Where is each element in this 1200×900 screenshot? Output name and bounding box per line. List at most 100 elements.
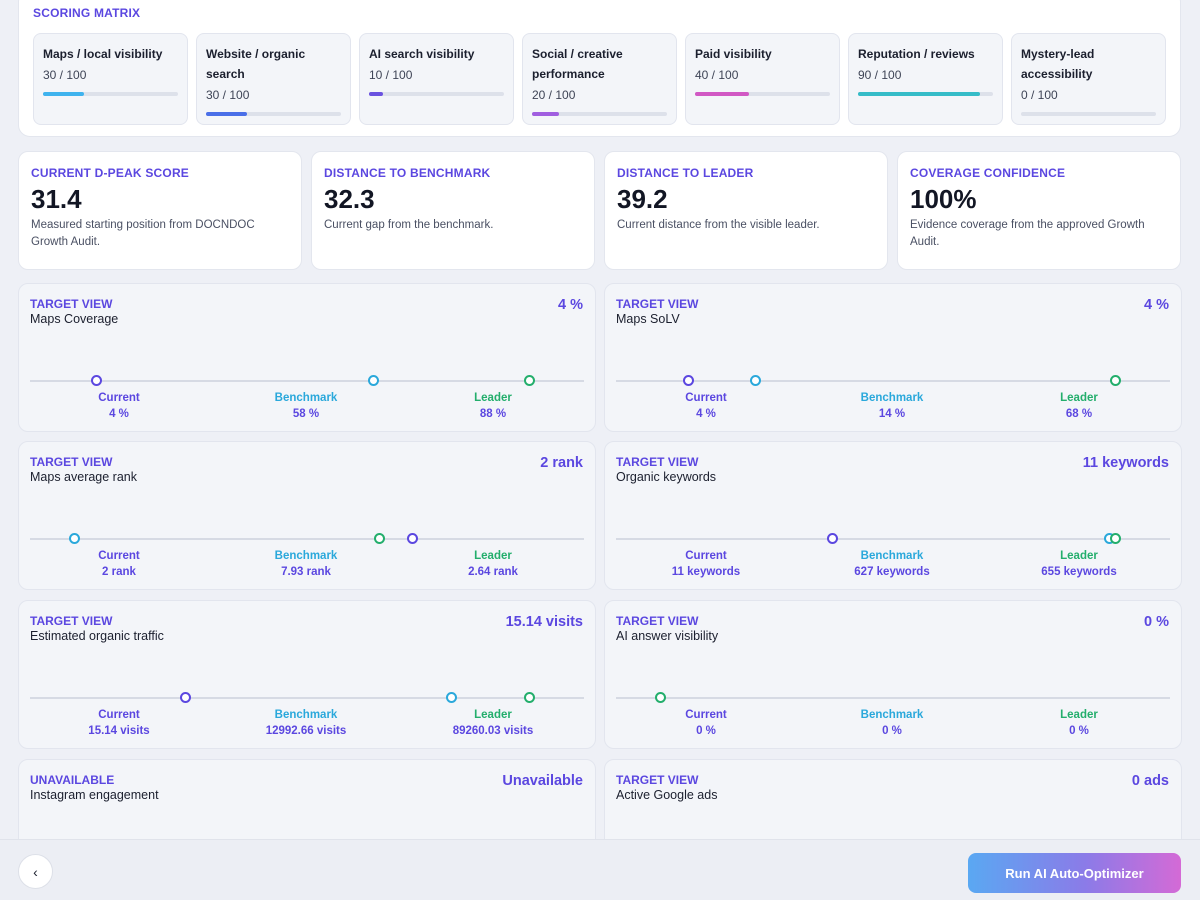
kpi-description: Current distance from the visible leader… — [617, 219, 820, 231]
target-view-ai-answer-visibility: TARGET VIEW AI answer visibility 0 % Cur… — [604, 600, 1182, 749]
target-track — [30, 375, 584, 386]
benchmark-marker — [446, 692, 458, 703]
target-view-name: Active Google ads — [616, 788, 718, 802]
leader-marker — [1109, 375, 1121, 386]
matrix-card-ai-search: AI search visibility 10 / 100 — [359, 33, 514, 125]
matrix-card-progress — [858, 92, 993, 96]
kpi-distance-leader: DISTANCE TO LEADER 39.2 Current distance… — [604, 151, 888, 270]
kpi-description: Evidence coverage from the approved Grow… — [910, 219, 1145, 248]
target-view-tag: TARGET VIEW — [616, 455, 699, 469]
current-label: Current 2 rank — [98, 550, 140, 578]
target-track — [30, 533, 584, 544]
leader-label: Leader 0 % — [1060, 709, 1098, 737]
matrix-card-label: Reputation / reviews — [858, 47, 975, 61]
current-marker — [655, 692, 667, 703]
matrix-card-progress — [532, 112, 667, 116]
matrix-card-progress — [369, 92, 504, 96]
kpi-value: 100% — [910, 184, 977, 214]
target-view-tag: TARGET VIEW — [30, 455, 113, 469]
kpi-value: 32.3 — [324, 184, 375, 214]
matrix-card-progress — [1021, 112, 1156, 116]
kpi-title: CURRENT D-PEAK SCORE — [31, 166, 190, 180]
leader-label: Leader 655 keywords — [1041, 550, 1117, 578]
benchmark-label: Benchmark 14 % — [860, 392, 924, 420]
leader-label: Leader 89260.03 visits — [452, 709, 534, 737]
target-track — [616, 375, 1170, 386]
target-view-tag: TARGET VIEW — [616, 614, 699, 628]
target-view-name: AI answer visibility — [616, 629, 719, 643]
leader-label: Leader 68 % — [1060, 392, 1098, 420]
current-marker — [91, 375, 103, 386]
kpi-coverage-confidence: COVERAGE CONFIDENCE 100% Evidence covera… — [897, 151, 1181, 270]
matrix-card-progress — [206, 112, 341, 116]
target-view-value: 0 ads — [1131, 773, 1169, 789]
leader-marker — [523, 692, 535, 703]
leader-label: Leader 2.64 rank — [468, 550, 518, 578]
current-marker — [180, 692, 192, 703]
target-view-tag: UNAVAILABLE — [30, 773, 115, 787]
leader-label: Leader 88 % — [474, 392, 512, 420]
target-track — [616, 692, 1170, 703]
target-view-name: Instagram engagement — [30, 788, 159, 802]
kpi-title: DISTANCE TO BENCHMARK — [324, 166, 491, 180]
leader-marker — [1109, 533, 1121, 544]
current-label: Current 4 % — [685, 392, 727, 420]
kpi-value: 39.2 — [617, 184, 668, 214]
benchmark-marker — [749, 375, 761, 386]
matrix-card-score: 40 / 100 — [695, 68, 739, 82]
target-view-maps-coverage: TARGET VIEW Maps Coverage 4 % Current 4 %… — [18, 283, 596, 432]
target-view-tag: TARGET VIEW — [30, 297, 113, 311]
matrix-card-label: Paid visibility — [695, 47, 772, 61]
benchmark-label: Benchmark 0 % — [860, 709, 924, 737]
target-view-organic-traffic: TARGET VIEW Estimated organic traffic 15… — [18, 600, 596, 749]
matrix-card-score: 0 / 100 — [1021, 88, 1058, 102]
benchmark-marker — [368, 375, 380, 386]
leader-marker — [374, 533, 386, 544]
target-view-maps-rank: TARGET VIEW Maps average rank 2 rank Cur… — [18, 441, 596, 590]
benchmark-label: Benchmark 58 % — [274, 392, 338, 420]
target-view-tag: TARGET VIEW — [30, 614, 113, 628]
current-label: Current 15.14 visits — [88, 709, 150, 737]
current-marker — [683, 375, 695, 386]
scoring-matrix-title: SCORING MATRIX — [33, 6, 141, 20]
matrix-card-progress — [43, 92, 178, 96]
target-view-value: 4 % — [1144, 297, 1169, 313]
matrix-card-label: Mystery-lead accessibility — [1021, 47, 1095, 81]
kpi-distance-benchmark: DISTANCE TO BENCHMARK 32.3 Current gap f… — [311, 151, 595, 270]
current-label: Current 4 % — [98, 392, 140, 420]
matrix-card-score: 90 / 100 — [858, 68, 902, 82]
footer-bar: ‹ Run AI Auto-Optimizer — [0, 839, 1200, 900]
target-view-value: 11 keywords — [1082, 455, 1169, 471]
scoring-matrix-cards: Maps / local visibility 30 / 100 Website… — [33, 33, 1166, 125]
target-view-tag: TARGET VIEW — [616, 297, 699, 311]
kpi-current-score: CURRENT D-PEAK SCORE 31.4 Measured start… — [18, 151, 302, 270]
kpi-description: Measured starting position from DOCNDOC … — [31, 219, 255, 248]
current-marker — [827, 533, 839, 544]
matrix-card-score: 30 / 100 — [206, 88, 250, 102]
matrix-card-reputation: Reputation / reviews 90 / 100 — [848, 33, 1003, 125]
matrix-card-label: Website / organic search — [206, 47, 306, 81]
matrix-card-mystery-lead: Mystery-lead accessibility 0 / 100 — [1011, 33, 1166, 125]
kpi-description: Current gap from the benchmark. — [324, 219, 494, 231]
matrix-card-label: Maps / local visibility — [43, 47, 163, 61]
leader-marker — [523, 375, 535, 386]
current-marker — [407, 533, 419, 544]
matrix-card-score: 30 / 100 — [43, 68, 87, 82]
kpi-value: 31.4 — [31, 184, 82, 214]
matrix-card-social: Social / creative performance 20 / 100 — [522, 33, 677, 125]
kpi-title: COVERAGE CONFIDENCE — [910, 166, 1066, 180]
target-view-value: 4 % — [558, 297, 583, 313]
target-view-maps-solv: TARGET VIEW Maps SoLV 4 % Current 4 % Ben… — [604, 283, 1182, 432]
target-view-value: Unavailable — [502, 773, 583, 789]
target-view-value: 0 % — [1144, 614, 1169, 630]
back-button[interactable]: ‹ — [18, 854, 53, 889]
benchmark-label: Benchmark 7.93 rank — [274, 550, 338, 578]
run-ai-auto-optimizer-button[interactable]: Run AI Auto-Optimizer — [968, 853, 1181, 893]
target-view-name: Organic keywords — [616, 470, 717, 484]
matrix-card-score: 10 / 100 — [369, 68, 413, 82]
benchmark-label: Benchmark 627 keywords — [854, 550, 930, 578]
target-track — [30, 692, 584, 703]
target-view-value: 15.14 visits — [505, 614, 583, 630]
target-view-organic-keywords: TARGET VIEW Organic keywords 11 keywords… — [604, 441, 1182, 590]
current-label: Current 0 % — [685, 709, 727, 737]
